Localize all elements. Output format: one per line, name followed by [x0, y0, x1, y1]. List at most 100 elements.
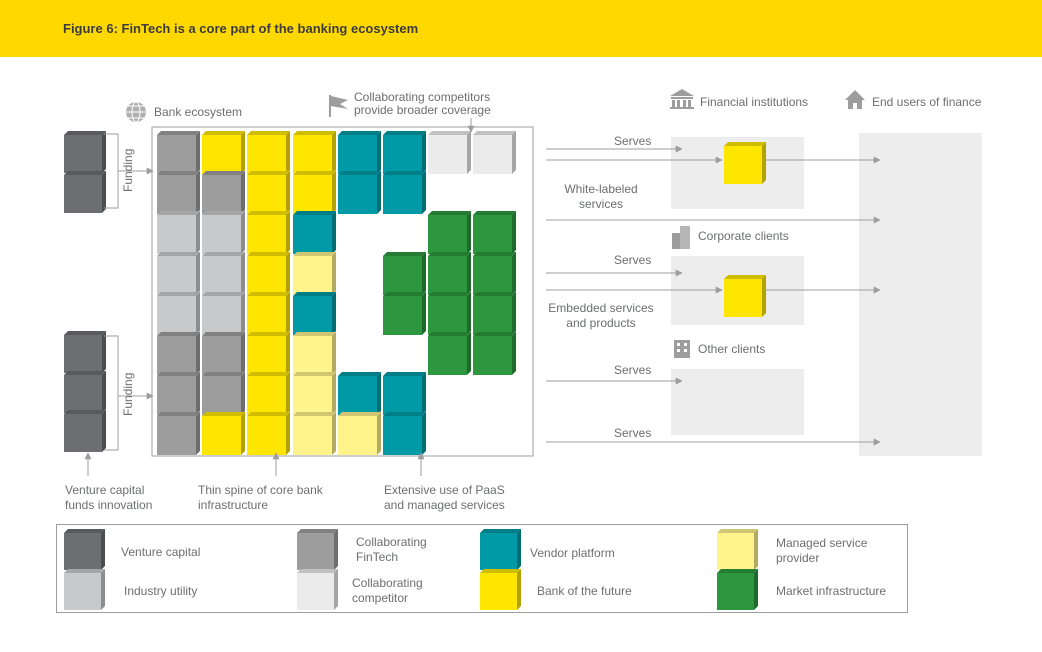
cube-market: [473, 292, 516, 335]
cube-msp: [293, 252, 336, 295]
embedded-label-line2: and products: [566, 316, 636, 330]
serves-label-end-users: Serves: [614, 426, 652, 440]
legend-swatch-vc: [64, 529, 105, 570]
cube-vendor: [338, 131, 381, 174]
bank-ecosystem-grid: [157, 131, 516, 455]
legend-swatches: [64, 529, 758, 610]
financial-institutions-label: Financial institutions: [700, 95, 809, 109]
cube-vendor: [383, 171, 426, 214]
bank-of-the-future-cube: [724, 275, 766, 317]
white-labeled-label-line2: services: [578, 197, 623, 211]
office-building-icon: [674, 340, 690, 358]
spine-note-line2: infrastructure: [198, 498, 269, 512]
spine-note-line1: Thin spine of core bank: [198, 483, 323, 497]
funding-label-bottom: Funding: [121, 372, 135, 416]
figure-title: Figure 6: FinTech is a core part of the …: [63, 21, 419, 36]
vc-note-line2: funds innovation: [65, 498, 153, 512]
paas-note-line1: Extensive use of PaaS: [384, 483, 505, 497]
cube-market: [428, 211, 471, 254]
legend-swatch-bank: [480, 569, 521, 610]
venture-capital-group-top: [64, 131, 106, 213]
legend-label-vendor: Vendor platform: [530, 546, 615, 560]
corporate-clients-label: Corporate clients: [698, 229, 789, 243]
bank-ecosystem-label: Bank ecosystem: [154, 105, 243, 119]
cube-industry: [157, 211, 200, 254]
bank-ecosystem-frame: [151, 126, 534, 457]
cube-bank: [247, 332, 290, 375]
right-side-cubes: [724, 142, 766, 317]
legend-box: [56, 524, 908, 613]
cube-vendor: [338, 171, 381, 214]
house-icon: [845, 90, 865, 109]
cube-fintech: [157, 171, 200, 214]
legend-label-msp-line2: provider: [776, 551, 820, 565]
cube-fintech: [157, 131, 200, 174]
bank-of-the-future-cube: [724, 142, 766, 184]
cube-fintech: [202, 372, 245, 415]
cube-industry: [202, 252, 245, 295]
cube-market: [428, 332, 471, 375]
legend-label-msp-line1: Managed service: [776, 536, 868, 550]
legend-label-fintech-line2: FinTech: [356, 550, 399, 564]
venture-capital-cube: [64, 131, 106, 173]
vc-note-line1: Venture capital: [65, 483, 145, 497]
venture-capital-cube: [64, 371, 106, 413]
cube-msp: [293, 412, 336, 455]
venture-capital-cube: [64, 410, 106, 452]
legend-swatch-competitor: [297, 569, 338, 610]
cube-bank: [293, 171, 336, 214]
cube-fintech: [157, 372, 200, 415]
legend-label-competitor-line2: competitor: [352, 591, 409, 605]
competitors-label-line2: provide broader coverage: [354, 103, 491, 117]
legend-swatch-fintech: [297, 529, 338, 570]
cube-bank: [247, 372, 290, 415]
other-clients-panel: [671, 369, 804, 435]
legend-label-vc: Venture capital: [121, 545, 201, 559]
cube-fintech: [157, 332, 200, 375]
legend-label-fintech-line1: Collaborating: [356, 535, 427, 549]
cube-msp: [293, 372, 336, 415]
cube-bank: [247, 252, 290, 295]
serves-label-other: Serves: [614, 363, 652, 377]
end-users-label: End users of finance: [872, 95, 982, 109]
legend-label-market: Market infrastructure: [776, 584, 887, 598]
competitors-label-line1: Collaborating competitors: [354, 90, 491, 104]
cube-market: [428, 292, 471, 335]
cube-bank: [247, 211, 290, 254]
cube-vendor: [293, 292, 336, 335]
cube-bank: [247, 412, 290, 455]
funding-bracket-top: [104, 133, 119, 209]
end-users-panel: [859, 133, 982, 456]
white-labeled-label-line1: White-labeled: [564, 182, 638, 196]
cube-msp: [338, 412, 381, 455]
cube-market: [428, 252, 471, 295]
office-tower-icon: [672, 226, 690, 249]
funding-bracket-bottom: [104, 335, 119, 451]
cube-bank: [293, 131, 336, 174]
embedded-label-line1: Embedded services: [548, 301, 654, 315]
cube-fintech: [202, 171, 245, 214]
venture-capital-group-bottom: [64, 331, 106, 452]
cube-market: [383, 252, 426, 295]
serves-label-corporate: Serves: [614, 253, 652, 267]
cube-bank: [202, 131, 245, 174]
globe-icon: [126, 101, 146, 123]
cube-msp: [293, 332, 336, 375]
cube-vendor: [383, 372, 426, 415]
paas-note-line2: and managed services: [384, 498, 505, 512]
cube-market: [473, 211, 516, 254]
cube-bank: [202, 412, 245, 455]
cube-vendor: [383, 412, 426, 455]
other-clients-label: Other clients: [698, 342, 766, 356]
cube-market: [473, 332, 516, 375]
cube-bank: [247, 292, 290, 335]
cube-industry: [202, 292, 245, 335]
cube-industry: [202, 211, 245, 254]
legend-swatch-market: [717, 569, 758, 610]
bank-building-icon: [670, 89, 694, 109]
title-banner: [0, 0, 1042, 57]
cube-vendor: [293, 211, 336, 254]
cube-fintech: [202, 332, 245, 375]
legend-swatch-industry: [64, 569, 105, 610]
